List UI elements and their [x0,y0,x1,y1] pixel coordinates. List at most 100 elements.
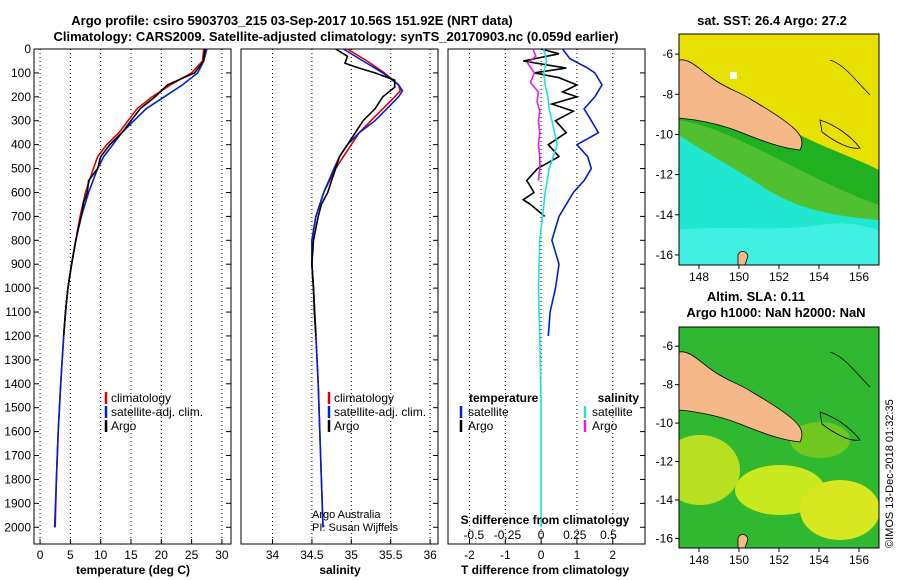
temp-xtick-label: 15 [124,548,138,562]
sal-series-climatology [311,48,402,528]
sla-map-ytick-label: -6 [662,339,673,353]
temp-series-group [53,48,208,528]
sla-map-xtick-label: 154 [809,553,829,567]
temp-xtick-label: 30 [215,548,229,562]
sst-map-australia-tip [737,250,749,265]
sla-map-island-line [829,351,871,388]
temp-xlabel: temperature (deg C) [76,563,190,577]
sst-map-xtick-label: 156 [849,270,869,284]
diff-xtick-label: -1 [500,548,511,562]
temp-ytick-label: 400 [11,138,31,152]
diff-legend-temperature: temperature [469,391,539,405]
main-title-line1: Argo profile: csiro 5903703_215 03-Sep-2… [71,13,513,28]
temp-panel-frame [33,48,232,545]
temp-legend-argo: Argo [111,419,137,433]
sal-xlabel: salinity [319,563,361,577]
sal-xtick-label: 36 [423,548,437,562]
temp-ytick-label: 500 [11,162,31,176]
sal-xtick-label: 34.5 [300,548,324,562]
diff-legend-tsat: satellite [468,405,509,419]
sla-map-yellow-west [679,435,740,505]
credit-line2: PI: Susan Wijffels [312,522,398,534]
temp-xtick-label: 5 [67,548,74,562]
diff-xtick-label: 0 [538,548,545,562]
temp-series-climatology [54,48,205,528]
map-bottom-title1: Altim. SLA: 0.11 [707,289,805,304]
diff-xlabel-top: S difference from climatology [461,513,630,527]
credit-line1: Argo Australia [312,509,381,521]
temp-ytick-label: 100 [11,66,31,80]
temp-ytick-label: 900 [11,257,31,271]
sal-series-argo [311,48,396,337]
sst-map [679,34,879,265]
sla-map-islands [819,411,861,441]
temp-ytick-label: 800 [11,233,31,247]
temp-legend-clim: climatology [111,391,171,405]
temp-xtick-label: 20 [155,548,169,562]
temp-legend-sat: satellite-adj. clim. [111,405,203,419]
temp-legend: climatology satellite-adj. clim. Argo [104,391,203,433]
temp-axes: 0100200300400500600700800900100011001200… [4,42,231,562]
sal-xtick-label: 35.5 [379,548,403,562]
temp-series-argo [62,48,206,337]
sla-map-yellow-se [800,480,879,540]
imos-credit: ©IMOS 13-Dec-2018 01:32:35 [884,399,896,548]
map-bottom-title2: Argo h1000: NaN h2000: NaN [686,305,865,320]
sla-map-land-png [679,351,803,443]
sla-map-xtick-label: 156 [849,553,869,567]
sla-map-xtick-label: 150 [729,553,749,567]
map-top-title: sat. SST: 26.4 Argo: 27.2 [697,13,847,28]
diff-legend: temperature satellite Argo salinity sate… [459,391,640,433]
sal-xtick-label: 34 [266,548,280,562]
diff-axes: -2 -1 0 1 2 -0.5 -0.25 0 0.25 0.5 [463,48,645,562]
temp-xtick-label: 10 [94,548,108,562]
main-title-line2: Climatology: CARS2009. Satellite-adjuste… [54,29,619,44]
sla-map-axes: 148 150 152 154 156 -6 -8 -10 -12 -14 -16 [656,339,870,567]
sal-legend-sat: satellite-adj. clim. [334,405,426,419]
diff-xtick-label: 1 [574,548,581,562]
sst-map-land-png [679,59,803,151]
diff-panel-frame [447,48,646,545]
sst-map-ytick-label: -6 [662,47,673,61]
temp-xtick-label: 25 [185,548,199,562]
temp-ytick-label: 1200 [4,329,31,343]
temp-ytick-label: 1300 [4,353,31,367]
temp-ytick-label: 1800 [4,472,31,486]
sst-map-island-line [829,59,871,96]
sst-map-ytick-label: -12 [656,168,674,182]
sal-legend-clim: climatology [334,391,394,405]
sla-map-xtick-label: 152 [769,553,789,567]
temp-ytick-label: 1500 [4,401,31,415]
sst-map-ytick-label: -14 [656,208,674,222]
temp-ytick-label: 700 [11,209,31,223]
sla-map-ytick-label: -14 [656,493,674,507]
sal-xtick-label: 35 [345,548,359,562]
sla-map-ytick-label: -12 [656,455,674,469]
temp-ytick-label: 1900 [4,496,31,510]
diff-legend-salinity: salinity [598,391,640,405]
diff-xtick-label: 2 [609,548,616,562]
temp-ytick-label: 0 [24,42,31,56]
temp-ytick-label: 600 [11,185,31,199]
sal-series-satellite-adj-clim [311,48,404,528]
sst-map-ytick-label: -8 [662,87,673,101]
temp-ytick-label: 2000 [4,520,31,534]
diff-legend-sargo: Argo [592,419,618,433]
temp-ytick-label: 1100 [5,305,31,319]
temp-ytick-label: 1600 [4,425,31,439]
temp-ytick-label: 300 [11,114,31,128]
sla-map-mid [790,422,850,458]
sst-map-xtick-label: 152 [769,270,789,284]
diff-xtick-label: -2 [464,548,475,562]
temp-ytick-label: 1700 [4,449,31,463]
sst-map-cyan-south [679,223,879,265]
sst-map-xtick-label: 150 [729,270,749,284]
sla-map-ytick-label: -10 [656,416,674,430]
diff-xlabel: T difference from climatology [461,563,629,577]
sst-map-xtick-label: 148 [689,270,709,284]
diff-legend-ssat: satellite [592,405,633,419]
sla-map [679,327,879,548]
sla-map-ytick-label: -16 [656,531,674,545]
sst-map-axes: 148 150 152 154 156 -6 -8 -10 -12 -14 -16 [656,47,870,284]
